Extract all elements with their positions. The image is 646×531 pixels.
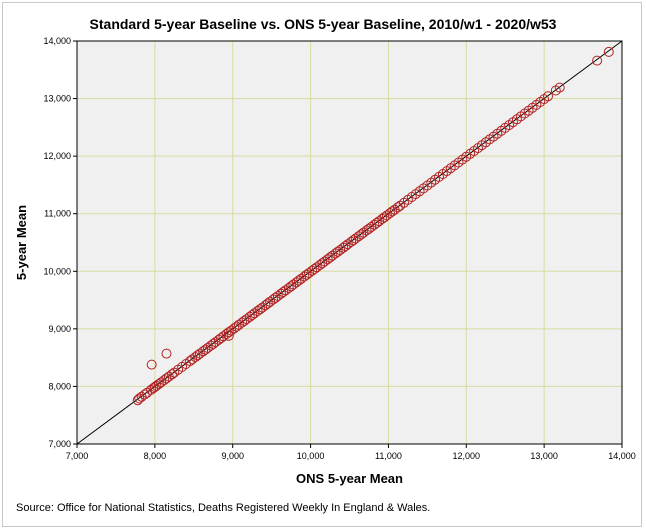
x-tick-label: 11,000: [375, 451, 402, 461]
x-axis-label: ONS 5-year Mean: [296, 471, 403, 486]
x-axis-ticks: 7,000 8,000 9,000 10,000 11,000 12,000 13,000 1…: [66, 444, 636, 461]
data-point: [132, 395, 143, 406]
y-tick-label: 10,000: [43, 266, 71, 276]
data-point: [223, 330, 234, 341]
y-tick-label: 11,000: [44, 209, 71, 219]
data-points: [132, 46, 614, 406]
x-tick-label: 13,000: [530, 451, 558, 461]
source-note: Source: Office for National Statistics, …: [16, 502, 431, 514]
data-point: [592, 55, 603, 66]
y-tick-label: 9,000: [48, 324, 71, 334]
y-axis-label: 5-year Mean: [14, 205, 29, 280]
x-tick-label: 14,000: [608, 451, 636, 461]
data-point: [543, 91, 553, 102]
y-tick-label: 13,000: [43, 94, 71, 104]
plot-border: [76, 40, 623, 445]
x-tick-label: 12,000: [453, 451, 481, 461]
y-tick-label: 12,000: [43, 151, 71, 161]
data-point: [161, 348, 172, 359]
chart-title: Standard 5-year Baseline vs. ONS 5-year …: [89, 16, 557, 32]
grid-lines: [77, 41, 622, 444]
x-tick-label: 8,000: [144, 451, 167, 461]
y-tick-label: 8,000: [48, 381, 71, 391]
x-tick-label: 7,000: [66, 451, 89, 461]
data-point: [554, 82, 565, 93]
y-axis-ticks: 7,000 8,000 9,000 10,000 11,000 12,000 13,000 1…: [43, 36, 77, 449]
y-tick-label: 7,000: [48, 439, 71, 449]
data-point: [603, 46, 614, 57]
x-tick-label: 9,000: [221, 451, 244, 461]
data-point: [146, 359, 157, 370]
x-tick-label: 10,000: [297, 451, 325, 461]
y-tick-label: 14,000: [43, 36, 71, 46]
